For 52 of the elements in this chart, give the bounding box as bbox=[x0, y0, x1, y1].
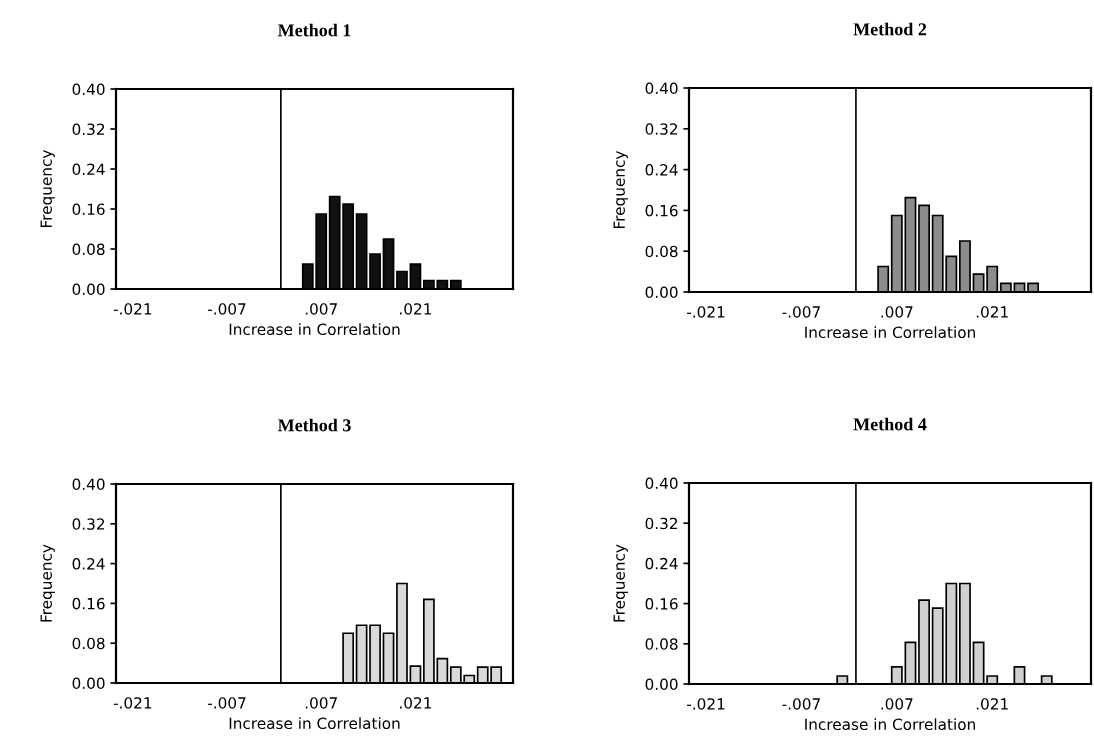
x-axis-title: Increase in Correlation bbox=[229, 717, 400, 730]
y-tick-label: 0.16 bbox=[645, 598, 678, 610]
y-axis-title: Frequency bbox=[40, 544, 55, 622]
y-tick-label: 0.00 bbox=[645, 678, 678, 691]
y-axis-title: Frequency bbox=[40, 150, 55, 227]
y-tick-label: 0.40 bbox=[645, 82, 678, 95]
x-axis-title: Increase in Correlation bbox=[805, 718, 975, 731]
y-axis-title: Frequency bbox=[613, 151, 628, 228]
x-tick-label: .021 bbox=[976, 698, 1008, 710]
x-tick-label: .021 bbox=[976, 306, 1008, 318]
chart-title: Method 3 bbox=[277, 418, 351, 432]
chart-title: Method 2 bbox=[853, 22, 927, 36]
y-tick-label: 0.16 bbox=[72, 597, 105, 610]
y-tick-label: 0.40 bbox=[72, 478, 105, 491]
y-tick-label: 0.24 bbox=[645, 557, 678, 570]
x-tick-label: -.007 bbox=[782, 698, 820, 710]
x-tick-label: -.021 bbox=[687, 698, 725, 710]
x-tick-label: .007 bbox=[881, 698, 913, 710]
chart-title: Method 1 bbox=[277, 23, 351, 37]
x-tick-label: -.021 bbox=[113, 303, 152, 315]
y-tick-label: 0.08 bbox=[72, 243, 105, 256]
y-tick-label: 0.32 bbox=[72, 123, 105, 136]
y-tick-label: 0.16 bbox=[645, 204, 678, 217]
x-tick-label: .007 bbox=[305, 303, 337, 315]
y-tick-label: 0.40 bbox=[72, 83, 105, 96]
y-tick-label: 0.32 bbox=[645, 123, 678, 135]
x-axis-title: Increase in Correlation bbox=[805, 326, 975, 339]
y-tick-label: 0.32 bbox=[72, 518, 105, 530]
y-axis-title: Frequency bbox=[613, 544, 628, 622]
x-tick-label: .021 bbox=[400, 697, 432, 709]
x-tick-label: -.021 bbox=[687, 306, 725, 318]
x-tick-label: .007 bbox=[881, 306, 913, 318]
x-tick-label: -.007 bbox=[208, 303, 246, 315]
y-tick-label: 0.24 bbox=[72, 558, 105, 570]
y-tick-label: 0.08 bbox=[645, 245, 678, 258]
y-tick-label: 0.00 bbox=[645, 286, 678, 299]
y-tick-label: 0.32 bbox=[645, 517, 678, 530]
x-tick-label: -.007 bbox=[782, 306, 820, 318]
x-tick-label: -.021 bbox=[113, 697, 152, 709]
y-tick-label: 0.16 bbox=[72, 203, 105, 216]
y-tick-label: 0.08 bbox=[72, 637, 105, 650]
y-tick-label: 0.24 bbox=[72, 163, 105, 176]
x-axis-title: Increase in Correlation bbox=[229, 323, 400, 336]
y-tick-label: 0.08 bbox=[645, 638, 678, 650]
x-tick-label: -.007 bbox=[208, 697, 246, 709]
y-tick-label: 0.00 bbox=[72, 677, 105, 690]
chart-title: Method 4 bbox=[853, 417, 927, 431]
y-tick-label: 0.00 bbox=[72, 283, 105, 296]
x-tick-label: .021 bbox=[400, 303, 432, 315]
y-tick-label: 0.40 bbox=[645, 477, 678, 490]
x-tick-label: .007 bbox=[305, 697, 337, 709]
y-tick-label: 0.24 bbox=[645, 164, 678, 176]
